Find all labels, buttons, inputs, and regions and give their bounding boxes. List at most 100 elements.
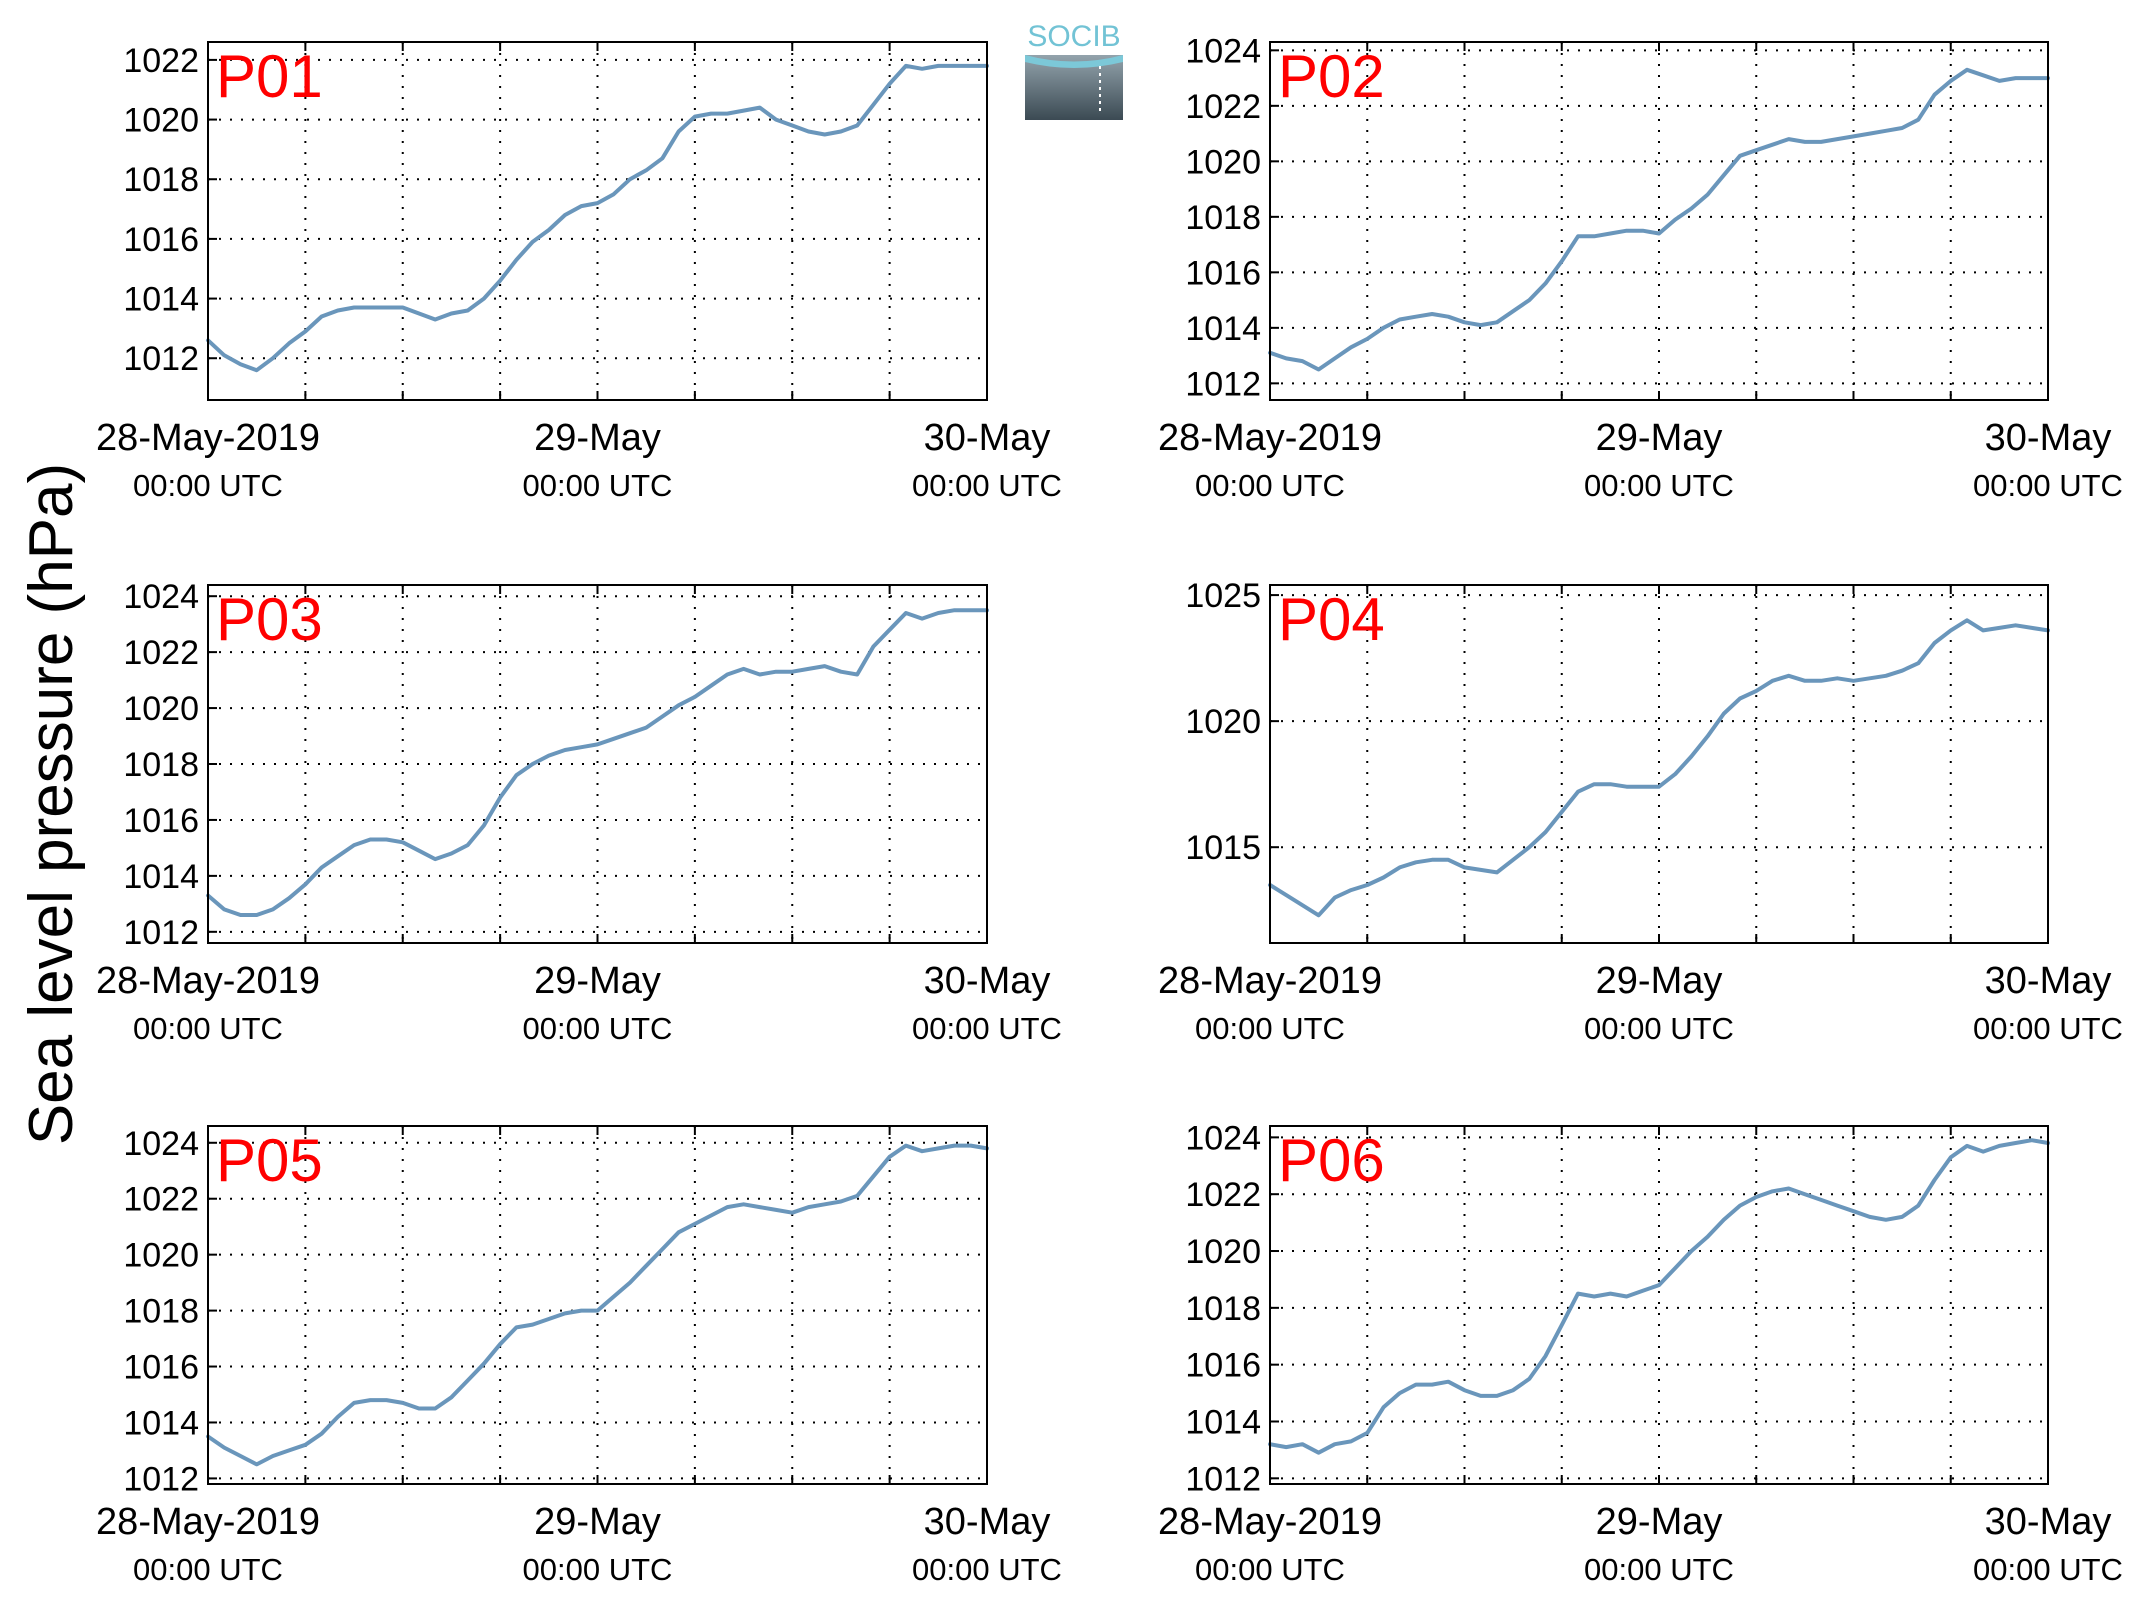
y-tick-label: 1025	[1185, 577, 1261, 615]
chart-panel-p06: 1012 1014 1016 1018 1020 1022 1024 28-May-2019 0…	[1158, 1119, 2123, 1587]
panel-label: P02	[1278, 43, 1385, 110]
x-tick-label-date: 30-May	[924, 960, 1051, 1002]
x-tick-label-time: 00:00 UTC	[1195, 1011, 1345, 1046]
y-tick-label: 1020	[1185, 143, 1261, 181]
y-tick-label: 1020	[123, 102, 199, 140]
x-tick-label-time: 00:00 UTC	[523, 1011, 673, 1046]
panel-label: P03	[216, 586, 323, 653]
y-tick-label: 1014	[123, 281, 199, 319]
plot-frame	[1269, 584, 2049, 944]
y-tick-label: 1012	[123, 914, 199, 952]
x-tick-label-time: 00:00 UTC	[1584, 1552, 1734, 1587]
panel-label: P05	[216, 1127, 323, 1194]
x-tick-label-time: 00:00 UTC	[912, 468, 1062, 503]
plot-area	[1270, 585, 2048, 943]
x-tick-label-date: 29-May	[534, 960, 661, 1002]
series-line-p06	[1268, 1138, 2050, 1455]
plot-frame	[207, 584, 988, 944]
x-tick-label-date: 28-May-2019	[96, 417, 320, 459]
x-tick-label-date: 30-May	[1985, 417, 2112, 459]
y-tick-label: 1016	[1185, 1347, 1261, 1385]
plot-frame	[207, 1125, 988, 1485]
plot-frame	[1269, 1125, 2049, 1485]
y-axis-label: Sea level pressure (hPa)	[17, 463, 86, 1145]
chart-panel-p02: 1012 1014 1016 1018 1020 1022 1024 28-May-2019 0…	[1158, 32, 2123, 503]
series-line-p04	[1268, 618, 2050, 918]
x-tick-label-date: 30-May	[924, 417, 1051, 459]
y-tick-label: 1014	[123, 1404, 199, 1442]
plot-frame	[207, 41, 988, 401]
x-tick-label-time: 00:00 UTC	[133, 1011, 283, 1046]
series-line-p05	[206, 1143, 989, 1467]
y-tick-label: 1020	[123, 1237, 199, 1275]
y-tick-label: 1020	[1185, 703, 1261, 741]
y-tick-label: 1018	[1185, 199, 1261, 237]
y-tick-label: 1022	[123, 634, 199, 672]
y-tick-label: 1018	[1185, 1290, 1261, 1328]
y-tick-label: 1015	[1185, 829, 1261, 867]
y-tick-label: 1024	[1185, 32, 1261, 70]
y-tick-label: 1016	[123, 1349, 199, 1387]
series-line-p02	[1268, 67, 2050, 372]
panel-label: P04	[1278, 586, 1385, 653]
y-tick-label: 1016	[123, 802, 199, 840]
chart-panel-p04: 1015 1020 1025 28-May-2019 00:00 UTC 29-May 00…	[1158, 577, 2123, 1046]
x-tick-label-date: 28-May-2019	[1158, 1501, 1382, 1543]
y-tick-label: 1012	[123, 340, 199, 378]
x-tick-label-date: 28-May-2019	[1158, 417, 1382, 459]
x-tick-label-time: 00:00 UTC	[1195, 1552, 1345, 1587]
x-tick-label-time: 00:00 UTC	[523, 1552, 673, 1587]
panel-label: P01	[216, 43, 323, 110]
y-tick-label: 1014	[123, 858, 199, 896]
y-tick-label: 1014	[1185, 310, 1261, 348]
x-tick-label-time: 00:00 UTC	[1584, 1011, 1734, 1046]
x-tick-label-date: 30-May	[1985, 1501, 2112, 1543]
y-tick-label: 1022	[123, 42, 199, 80]
x-tick-label-time: 00:00 UTC	[1584, 468, 1734, 503]
x-tick-label-date: 28-May-2019	[96, 960, 320, 1002]
y-tick-label: 1012	[1185, 1460, 1261, 1498]
x-tick-label-time: 00:00 UTC	[133, 468, 283, 503]
series-line-p01	[206, 63, 989, 373]
y-tick-label: 1024	[123, 578, 199, 616]
x-tick-label-date: 29-May	[534, 1501, 661, 1543]
y-tick-label: 1022	[1185, 88, 1261, 126]
y-tick-label: 1022	[1185, 1176, 1261, 1214]
plot-area	[1270, 42, 2048, 400]
plot-area	[208, 585, 987, 943]
y-tick-label: 1016	[123, 221, 199, 259]
plot-area	[1270, 1126, 2048, 1484]
plot-area	[208, 42, 987, 400]
chart-panel-p01: 1012 1014 1016 1018 1020 1022 28-May-2019 00:00…	[96, 41, 1062, 503]
x-tick-label-time: 00:00 UTC	[1195, 468, 1345, 503]
x-tick-label-time: 00:00 UTC	[1973, 1011, 2123, 1046]
y-tick-label: 1022	[123, 1181, 199, 1219]
x-tick-label-date: 28-May-2019	[1158, 960, 1382, 1002]
x-tick-label-time: 00:00 UTC	[133, 1552, 283, 1587]
plot-frame	[1269, 41, 2049, 401]
x-tick-label-date: 30-May	[1985, 960, 2112, 1002]
y-tick-label: 1014	[1185, 1403, 1261, 1441]
y-tick-label: 1016	[1185, 254, 1261, 292]
series-line-p03	[206, 608, 989, 917]
panel-label: P06	[1278, 1127, 1385, 1194]
y-tick-label: 1018	[123, 161, 199, 199]
y-tick-label: 1018	[123, 746, 199, 784]
x-tick-label-date: 29-May	[1596, 960, 1723, 1002]
x-tick-label-date: 29-May	[534, 417, 661, 459]
x-tick-label-time: 00:00 UTC	[912, 1552, 1062, 1587]
x-tick-label-date: 29-May	[1596, 1501, 1723, 1543]
socib-logo: SOCIB	[1025, 20, 1123, 120]
socib-logo-text: SOCIB	[1027, 20, 1120, 53]
chart-panel-p05: 1012 1014 1016 1018 1020 1022 1024 28-May-2019 0…	[96, 1125, 1062, 1587]
chart-panel-p03: 1012 1014 1016 1018 1020 1022 1024 28-May-2019 0…	[96, 578, 1062, 1046]
x-tick-label-date: 29-May	[1596, 417, 1723, 459]
y-tick-label: 1024	[1185, 1119, 1261, 1157]
y-tick-label: 1024	[123, 1125, 199, 1163]
y-tick-label: 1012	[1185, 365, 1261, 403]
x-tick-label-time: 00:00 UTC	[1973, 468, 2123, 503]
x-tick-label-time: 00:00 UTC	[523, 468, 673, 503]
x-tick-label-date: 28-May-2019	[96, 1501, 320, 1543]
y-tick-label: 1012	[123, 1460, 199, 1498]
